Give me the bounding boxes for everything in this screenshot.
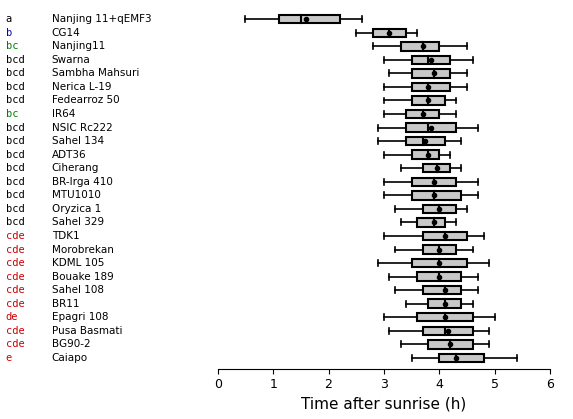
- Bar: [417, 272, 461, 281]
- Text: Sambha Mahsuri: Sambha Mahsuri: [52, 68, 139, 78]
- Bar: [411, 56, 450, 64]
- Bar: [406, 137, 445, 145]
- Bar: [423, 232, 467, 240]
- Text: Oryzica 1: Oryzica 1: [52, 204, 101, 214]
- Bar: [373, 28, 406, 37]
- Text: bcd: bcd: [6, 163, 25, 173]
- Bar: [401, 42, 439, 51]
- Text: Nanjing 11+qEMF3: Nanjing 11+qEMF3: [52, 14, 151, 24]
- Text: bcd: bcd: [6, 82, 25, 92]
- Text: Caiapo: Caiapo: [52, 353, 88, 363]
- Bar: [417, 313, 473, 321]
- Text: BR11: BR11: [52, 299, 79, 309]
- Text: NSIC Rc222: NSIC Rc222: [52, 123, 112, 132]
- Text: Sahel 108: Sahel 108: [52, 285, 104, 295]
- Bar: [428, 300, 461, 308]
- Text: BG90-2: BG90-2: [52, 339, 90, 349]
- Text: cde: cde: [6, 339, 25, 349]
- Bar: [411, 83, 450, 91]
- Bar: [439, 354, 484, 362]
- Text: Bouake 189: Bouake 189: [52, 272, 113, 282]
- Bar: [411, 191, 461, 199]
- Text: bcd: bcd: [6, 150, 25, 160]
- Text: bcd: bcd: [6, 177, 25, 187]
- Text: MTU1010: MTU1010: [52, 190, 100, 200]
- Bar: [411, 178, 456, 186]
- Bar: [406, 123, 456, 132]
- Bar: [423, 245, 456, 254]
- Text: e: e: [6, 353, 12, 363]
- Text: bc: bc: [6, 109, 18, 119]
- Text: Nerica L-19: Nerica L-19: [52, 82, 111, 92]
- Text: IR64: IR64: [52, 109, 75, 119]
- Bar: [423, 326, 473, 335]
- Text: Sahel 329: Sahel 329: [52, 217, 104, 228]
- Text: bc: bc: [6, 41, 18, 51]
- Text: bcd: bcd: [6, 55, 25, 65]
- Text: b: b: [6, 28, 12, 38]
- X-axis label: Time after sunrise (h): Time after sunrise (h): [301, 397, 466, 412]
- Text: bcd: bcd: [6, 217, 25, 228]
- Text: Swarna: Swarna: [52, 55, 91, 65]
- Bar: [423, 286, 461, 295]
- Text: Morobrekan: Morobrekan: [52, 245, 113, 254]
- Text: cde: cde: [6, 272, 25, 282]
- Text: TDK1: TDK1: [52, 231, 79, 241]
- Text: bcd: bcd: [6, 190, 25, 200]
- Bar: [411, 96, 445, 105]
- Bar: [411, 150, 439, 159]
- Text: de: de: [6, 312, 18, 322]
- Bar: [411, 259, 467, 267]
- Bar: [411, 69, 450, 78]
- Text: bcd: bcd: [6, 123, 25, 132]
- Bar: [423, 204, 456, 213]
- Text: cde: cde: [6, 245, 25, 254]
- Text: cde: cde: [6, 231, 25, 241]
- Bar: [278, 15, 340, 23]
- Text: bcd: bcd: [6, 136, 25, 146]
- Text: bcd: bcd: [6, 68, 25, 78]
- Bar: [423, 164, 450, 173]
- Text: cde: cde: [6, 258, 25, 268]
- Text: KDML 105: KDML 105: [52, 258, 104, 268]
- Text: cde: cde: [6, 285, 25, 295]
- Text: ADT36: ADT36: [52, 150, 86, 160]
- Text: CG14: CG14: [52, 28, 80, 38]
- Text: BR-Irga 410: BR-Irga 410: [52, 177, 112, 187]
- Text: bcd: bcd: [6, 204, 25, 214]
- Bar: [417, 218, 445, 227]
- Bar: [406, 110, 439, 118]
- Text: cde: cde: [6, 326, 25, 336]
- Text: bcd: bcd: [6, 96, 25, 106]
- Text: Fedearroz 50: Fedearroz 50: [52, 96, 119, 106]
- Bar: [428, 340, 473, 349]
- Text: Epagri 108: Epagri 108: [52, 312, 108, 322]
- Text: Sahel 134: Sahel 134: [52, 136, 104, 146]
- Text: Pusa Basmati: Pusa Basmati: [52, 326, 122, 336]
- Text: Ciherang: Ciherang: [52, 163, 99, 173]
- Text: cde: cde: [6, 299, 25, 309]
- Text: Nanjing11: Nanjing11: [52, 41, 105, 51]
- Text: a: a: [6, 14, 12, 24]
